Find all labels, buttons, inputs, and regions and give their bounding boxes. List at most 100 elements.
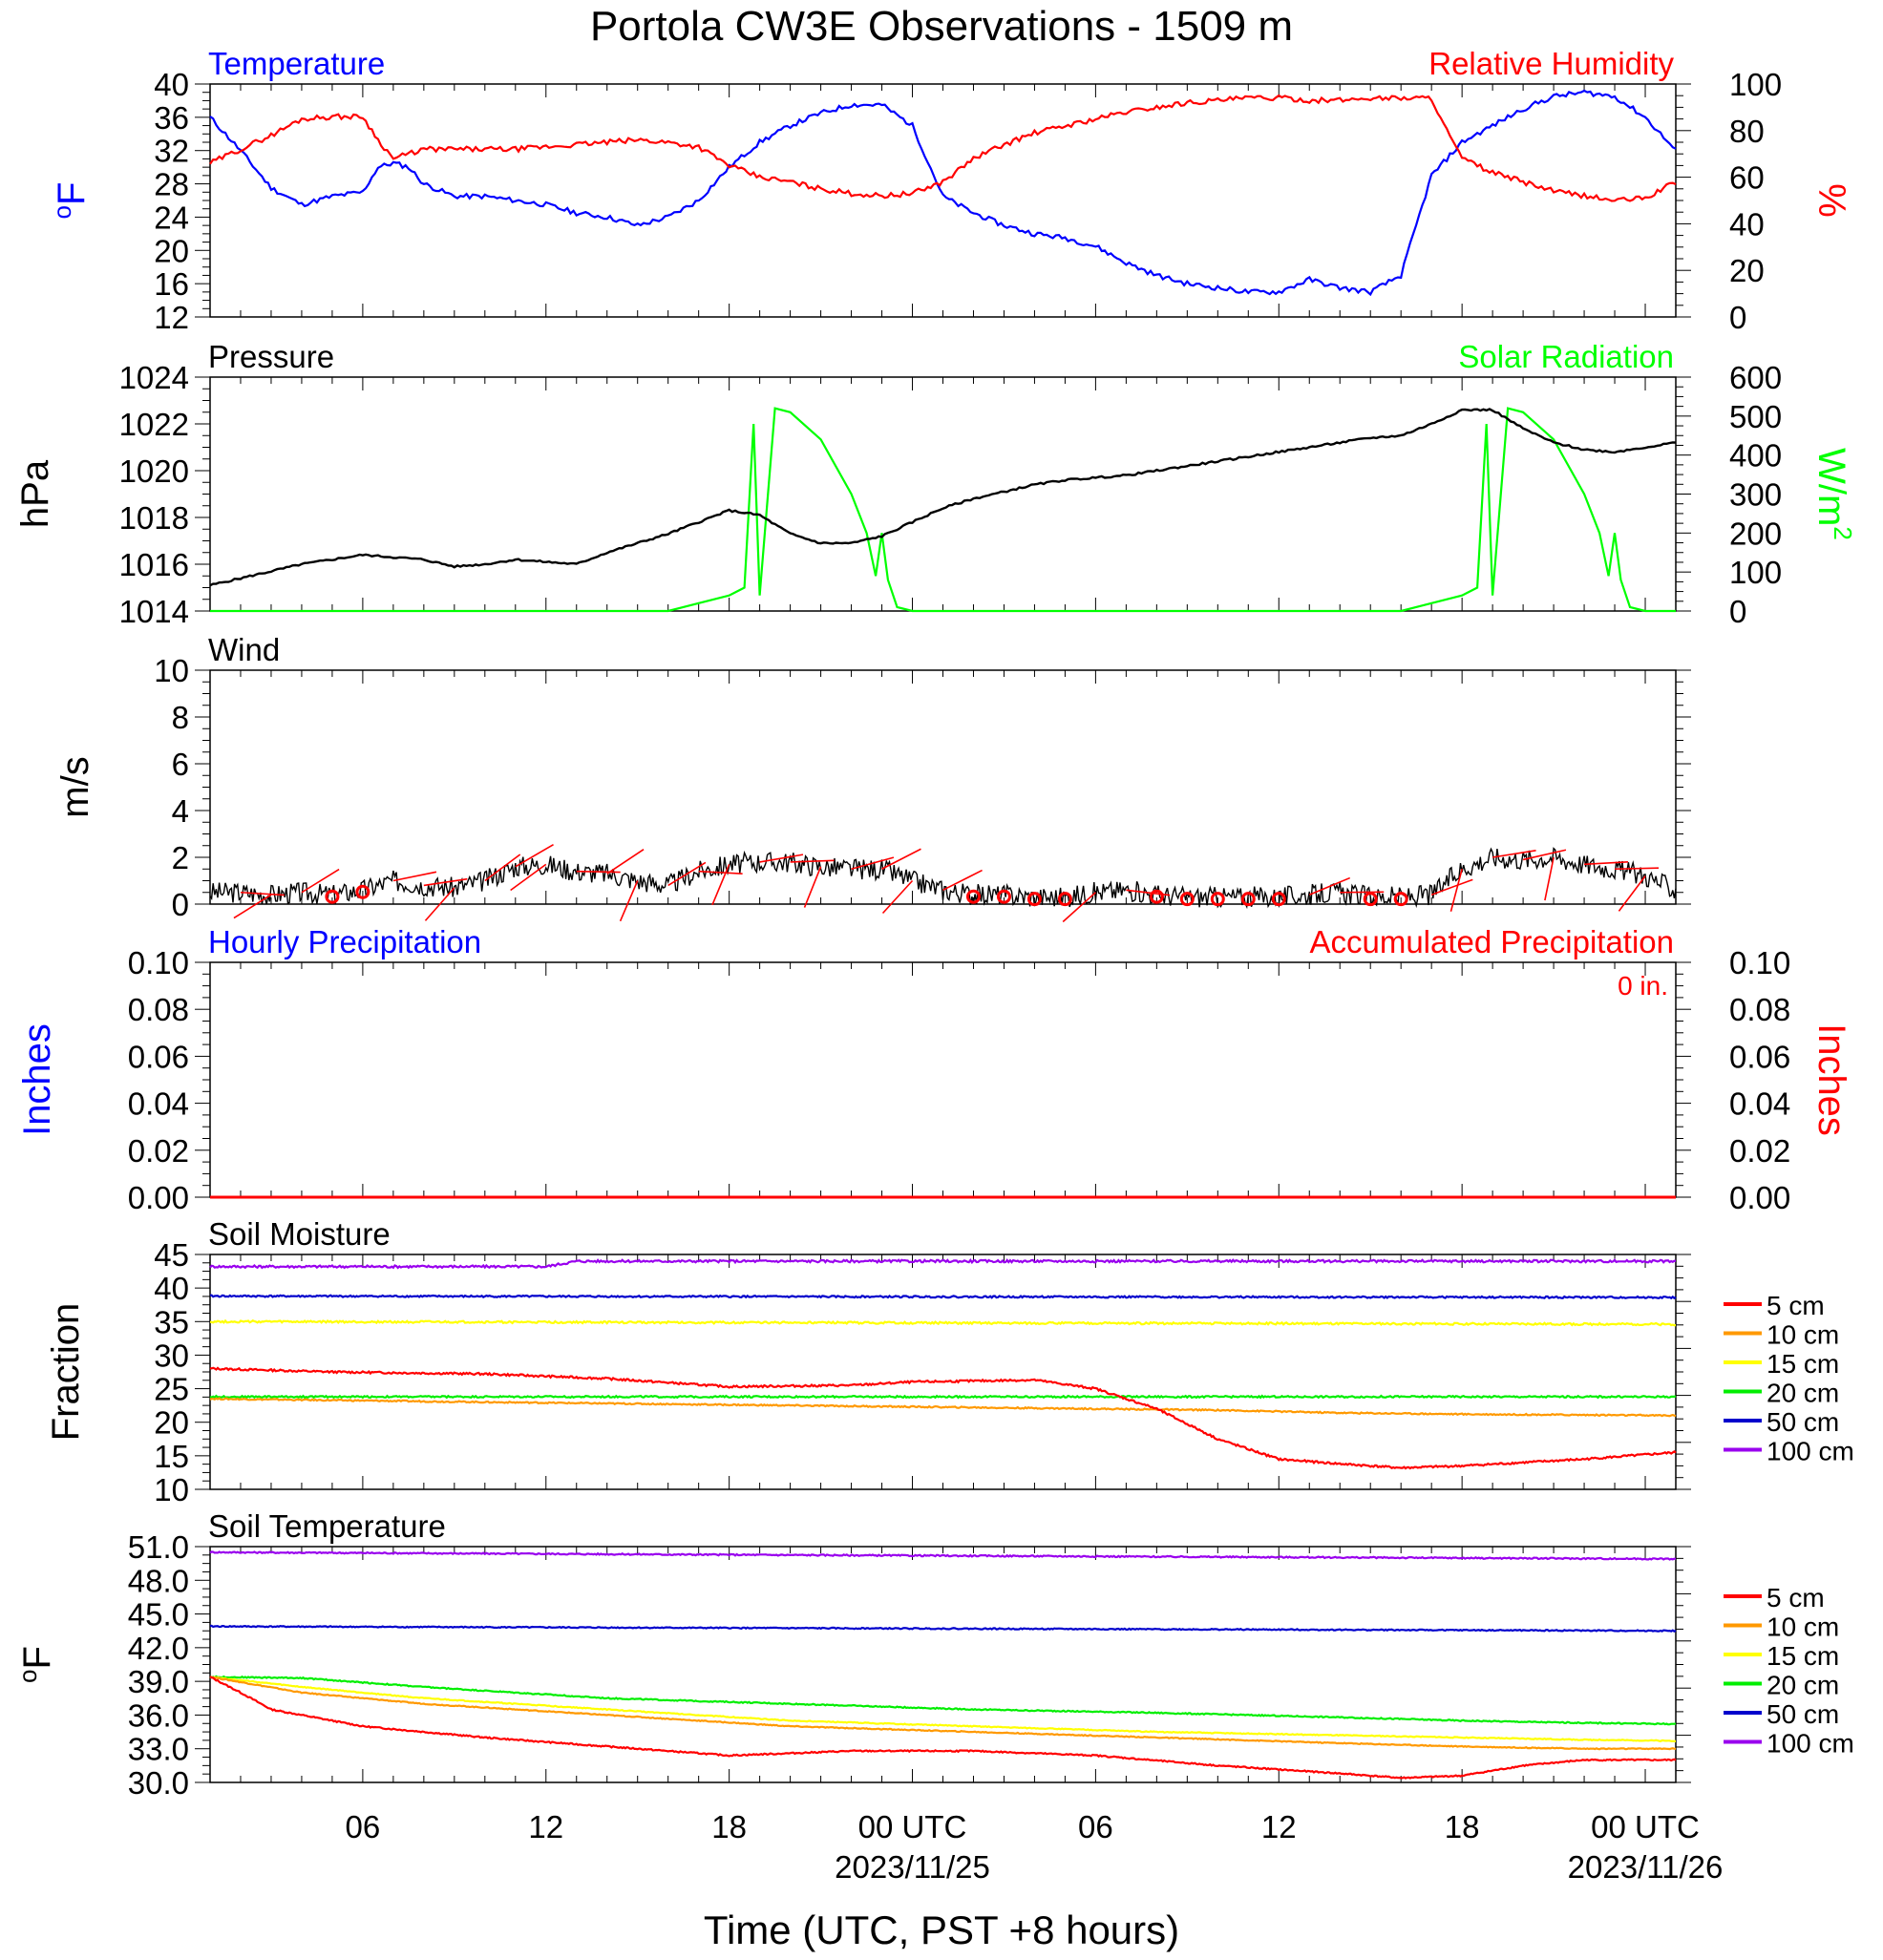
y-tick-label: 10	[154, 653, 189, 688]
series-line-20cm	[209, 1394, 1677, 1400]
wind-barb	[515, 843, 554, 868]
series-line-15cm	[209, 1318, 1676, 1327]
y-tick-label: 36	[154, 100, 189, 136]
y-tick-label-right: 60	[1729, 160, 1765, 196]
legend-label: 20 cm	[1767, 1671, 1839, 1700]
wind-barb	[1430, 878, 1473, 896]
wind-barb	[1492, 850, 1536, 858]
calm-wind-marker	[1057, 892, 1072, 907]
y-tick-label-right: 0.10	[1729, 945, 1790, 980]
y-tick-label: 20	[154, 233, 189, 268]
panel-frame	[209, 669, 1677, 905]
y-tick-label: 40	[154, 67, 189, 102]
legend-label: 20 cm	[1767, 1379, 1839, 1408]
legend-label: 5 cm	[1767, 1583, 1825, 1612]
y-tick-label-right: 500	[1729, 399, 1782, 434]
y-tick-label: 48.0	[128, 1563, 189, 1598]
series-line-5cm	[209, 1675, 1677, 1780]
y-tick-label: 10	[154, 1472, 189, 1507]
y-tick-label: 8	[172, 700, 189, 735]
y-tick-label: 1024	[119, 360, 189, 395]
wind-barb	[1308, 876, 1351, 896]
y-tick-label-right: 600	[1729, 360, 1782, 395]
wind-barb	[1618, 875, 1646, 912]
wind-barb	[698, 870, 743, 875]
y-tick-label-right: 100	[1729, 67, 1782, 102]
series-line-temperature	[209, 89, 1677, 297]
series-line-10cm	[209, 1397, 1677, 1418]
y-tick-label-right: 0	[1729, 300, 1746, 335]
y-tick-label-right: 0.02	[1729, 1133, 1790, 1169]
y-axis-label-left: Fraction	[45, 1303, 87, 1442]
series-line-pressure	[209, 408, 1677, 587]
y-tick-label: 0	[172, 887, 189, 922]
legend-label: 100 cm	[1767, 1729, 1854, 1759]
calm-wind-marker	[325, 889, 340, 904]
y-axis-label-left: oF	[48, 182, 93, 220]
panel-2: 0 2 4 6 8 10 Wind m/s	[54, 632, 1691, 923]
y-axis-label-right: %	[1810, 183, 1852, 218]
y-tick-label-right: 0.08	[1729, 992, 1790, 1027]
x-tick-label: 06	[346, 1809, 381, 1844]
wind-barb	[240, 891, 285, 896]
series-line-15cm	[209, 1675, 1676, 1742]
wind-barb	[510, 863, 547, 892]
series-line-50cm	[209, 1294, 1677, 1300]
y-axis-label-left: hPa	[14, 459, 56, 528]
wind-barb	[851, 856, 895, 871]
wind-barb	[1544, 856, 1555, 901]
y-tick-label: 12	[154, 300, 189, 335]
legend-label: 50 cm	[1767, 1407, 1839, 1437]
panel-title-right: Accumulated Precipitation	[1309, 924, 1674, 959]
wind-barb	[576, 870, 621, 874]
y-tick-label: 33.0	[128, 1732, 189, 1767]
wind-barb	[1449, 869, 1463, 912]
figure-title: Portola CW3E Observations - 1509 m	[590, 3, 1293, 50]
wind-barb	[711, 864, 730, 906]
panel-title-right: Relative Humidity	[1428, 46, 1674, 81]
y-tick-label-right: 0.04	[1729, 1086, 1790, 1122]
x-tick-label: 18	[1445, 1809, 1480, 1844]
y-axis-label-right: W/m2	[1810, 448, 1857, 540]
legend-label: 5 cm	[1767, 1291, 1825, 1320]
calm-wind-marker	[1271, 892, 1286, 907]
wind-barb	[881, 879, 914, 915]
y-tick-label: 30.0	[128, 1765, 189, 1801]
legend-label: 10 cm	[1767, 1612, 1839, 1642]
y-tick-label-right: 100	[1729, 555, 1782, 590]
y-tick-label: 39.0	[128, 1664, 189, 1699]
y-tick-label: 0.04	[128, 1086, 189, 1122]
y-tick-label: 51.0	[128, 1529, 189, 1565]
y-tick-label-right: 0.00	[1729, 1180, 1790, 1215]
series-line-5cm	[209, 1366, 1677, 1470]
y-tick-label-right: 300	[1729, 477, 1782, 513]
series-line-wind	[209, 847, 1677, 910]
y-axis-label-left: Inches	[16, 1023, 58, 1136]
series-line-solar	[210, 407, 1676, 613]
wind-barb	[942, 869, 983, 892]
wind-barb	[790, 859, 835, 863]
calm-wind-marker	[1363, 892, 1378, 907]
y-tick-label: 42.0	[128, 1631, 189, 1666]
wind-barb	[881, 848, 921, 870]
panel-5: 30.033.036.039.042.045.048.051.0 Soil Tem…	[13, 1508, 1854, 1801]
panel-frame	[209, 83, 1677, 318]
y-tick-label: 15	[154, 1439, 189, 1474]
x-tick-label: 00 UTC	[1591, 1809, 1700, 1844]
y-tick-label-right: 200	[1729, 516, 1782, 551]
panel-title-left: Wind	[208, 632, 280, 667]
y-tick-label-right: 20	[1729, 253, 1765, 288]
calm-wind-marker	[1393, 892, 1408, 907]
y-axis-label-left: m/s	[54, 756, 96, 817]
y-tick-label-right: 80	[1729, 114, 1765, 149]
series-line-10cm	[209, 1675, 1677, 1751]
panel-title-left: Soil Moisture	[208, 1216, 391, 1252]
y-tick-label: 4	[172, 793, 189, 829]
series-line-20cm	[209, 1675, 1677, 1726]
y-tick-label: 0.00	[128, 1180, 189, 1215]
wind-barb	[1522, 849, 1567, 861]
y-tick-label: 35	[154, 1304, 189, 1339]
y-tick-label: 0.02	[128, 1133, 189, 1169]
